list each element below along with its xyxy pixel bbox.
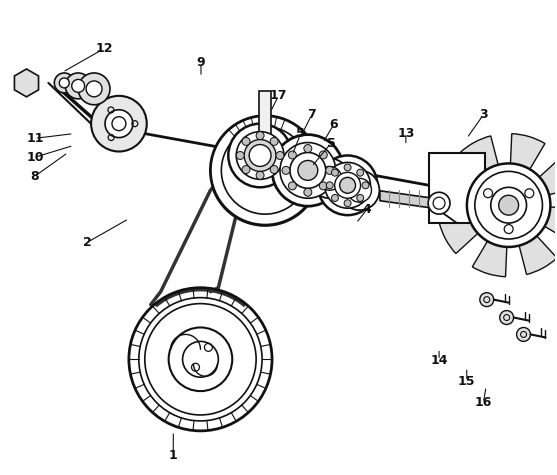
Wedge shape [460,136,509,205]
Circle shape [236,132,284,180]
Text: 6: 6 [330,118,338,131]
Circle shape [169,327,232,391]
Circle shape [242,166,250,173]
Wedge shape [509,205,557,275]
Circle shape [59,78,69,88]
Bar [429,153,485,223]
Circle shape [289,151,296,159]
Circle shape [304,144,312,152]
Circle shape [236,152,244,160]
Circle shape [270,137,278,145]
Circle shape [242,137,250,145]
Text: 5: 5 [296,127,305,140]
Circle shape [331,169,339,176]
Circle shape [221,127,309,214]
Circle shape [55,73,74,93]
Circle shape [319,182,328,190]
Text: 11: 11 [26,132,43,145]
Text: 10: 10 [26,151,43,164]
Circle shape [318,166,341,190]
Text: 8: 8 [31,170,39,182]
Wedge shape [509,205,557,241]
Circle shape [491,187,526,223]
Circle shape [318,155,378,215]
Circle shape [310,159,350,198]
Circle shape [475,171,543,239]
Circle shape [91,96,147,152]
Circle shape [256,132,264,140]
Text: 7: 7 [307,108,316,121]
Circle shape [244,140,276,171]
Text: 17: 17 [270,89,287,102]
Circle shape [467,163,550,247]
Circle shape [516,327,530,342]
Circle shape [304,188,312,196]
Wedge shape [472,205,509,277]
Circle shape [340,171,379,210]
Circle shape [500,311,514,324]
Circle shape [298,161,318,180]
Circle shape [256,171,264,180]
Text: 13: 13 [397,127,414,140]
Circle shape [270,166,278,173]
Circle shape [428,192,450,214]
Circle shape [319,151,328,159]
Wedge shape [509,133,545,205]
Circle shape [289,182,296,190]
Polygon shape [14,69,38,97]
Text: 12: 12 [95,42,113,55]
Circle shape [282,166,290,174]
Circle shape [272,134,344,206]
Circle shape [105,110,133,138]
Text: 5: 5 [327,136,335,150]
Text: 1: 1 [169,449,178,462]
Text: 15: 15 [458,375,476,388]
Text: 9: 9 [197,56,206,69]
Circle shape [344,200,351,207]
Circle shape [86,81,102,97]
Circle shape [362,182,369,189]
Circle shape [326,166,334,174]
Circle shape [72,79,85,92]
Wedge shape [439,205,509,254]
Circle shape [483,189,492,198]
Circle shape [183,342,218,377]
Circle shape [331,194,339,201]
Text: 3: 3 [479,108,488,121]
Circle shape [335,172,360,198]
Circle shape [78,73,110,105]
Circle shape [280,142,336,198]
Circle shape [504,225,513,234]
Circle shape [276,152,284,160]
Circle shape [357,194,364,201]
Circle shape [499,195,519,215]
Circle shape [357,169,364,176]
Circle shape [480,293,494,306]
Circle shape [525,189,534,198]
Circle shape [65,73,91,99]
Text: 4: 4 [363,203,372,216]
Circle shape [348,178,372,202]
Circle shape [228,124,292,187]
Text: 14: 14 [431,354,448,367]
Circle shape [249,144,271,166]
Circle shape [325,162,370,208]
Wedge shape [509,157,557,205]
Circle shape [340,177,355,193]
Circle shape [112,117,126,131]
Text: 2: 2 [83,236,92,249]
Bar [259,91,271,135]
Circle shape [344,164,351,171]
Circle shape [211,116,320,225]
Circle shape [290,152,326,188]
Wedge shape [437,169,509,205]
Text: 16: 16 [475,396,492,409]
Circle shape [326,182,333,189]
